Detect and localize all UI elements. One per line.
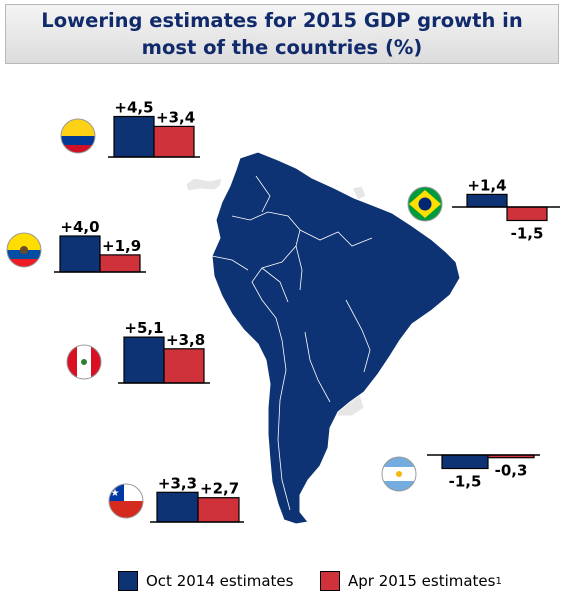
bar-chart-argentina: -1,5 -0,3 bbox=[427, 454, 540, 491]
legend-footnote-marker: 1 bbox=[495, 575, 502, 587]
data-label-argentina-apr: -0,3 bbox=[495, 462, 528, 480]
bar-argentina-oct bbox=[441, 454, 489, 470]
legend-swatch-apr bbox=[320, 571, 340, 591]
bar-ecuador-apr bbox=[99, 254, 141, 273]
data-label-peru-oct: +5,1 bbox=[124, 319, 163, 337]
legend-swatch-oct bbox=[118, 571, 138, 591]
bar-chart-chile: +3,3 +2,7 bbox=[150, 474, 244, 523]
data-label-ecuador-apr: +1,9 bbox=[102, 237, 141, 255]
legend-label-oct: Oct 2014 estimates bbox=[146, 572, 294, 590]
map-south-america bbox=[211, 151, 461, 525]
bar-chart-peru: +5,1+3,8 bbox=[118, 319, 210, 384]
bar-brazil-oct bbox=[466, 193, 508, 208]
bar-chile-oct bbox=[156, 491, 199, 523]
title-banner: Lowering estimates for 2015 GDP growth i… bbox=[5, 4, 559, 64]
chile-flag: ★ bbox=[108, 483, 144, 519]
data-label-argentina-oct: -1,5 bbox=[449, 473, 482, 491]
data-label-colombia-apr: +3,4 bbox=[156, 108, 195, 126]
bar-chart-colombia: +4,5+3,4 bbox=[108, 99, 200, 158]
bar-chile-apr bbox=[197, 497, 240, 523]
legend-label-apr: Apr 2015 estimates bbox=[348, 572, 496, 590]
legend-item-oct: Oct 2014 estimates bbox=[118, 571, 293, 591]
argentina-flag bbox=[381, 456, 417, 492]
peru-flag bbox=[66, 344, 102, 380]
ecuador-flag bbox=[6, 232, 42, 268]
data-label-colombia-oct: +4,5 bbox=[114, 99, 153, 117]
brazil-flag bbox=[407, 186, 443, 222]
data-label-ecuador-oct: +4,0 bbox=[60, 218, 99, 236]
bar-brazil-apr bbox=[506, 206, 548, 222]
colombia-flag bbox=[60, 118, 96, 154]
bar-ecuador-oct bbox=[59, 235, 101, 273]
data-label-brazil-apr: -1,5 bbox=[511, 225, 544, 243]
data-label-chile-apr: +2,7 bbox=[200, 480, 239, 498]
bar-peru-apr bbox=[163, 348, 205, 384]
bar-chart-ecuador: +4,0+1,9 bbox=[54, 218, 146, 273]
bar-colombia-oct bbox=[113, 115, 155, 158]
data-label-brazil-oct: +1,4 bbox=[467, 176, 506, 194]
legend-item-apr: Apr 2015 estimates 1 bbox=[320, 571, 502, 591]
bar-colombia-apr bbox=[153, 125, 195, 158]
svg-text:★: ★ bbox=[111, 488, 120, 499]
data-label-chile-oct: +3,3 bbox=[158, 474, 197, 492]
bar-peru-oct bbox=[123, 336, 165, 384]
chart-title: Lowering estimates for 2015 GDP growth i… bbox=[41, 9, 523, 59]
map-borders bbox=[211, 175, 373, 511]
data-label-peru-apr: +3,8 bbox=[166, 331, 205, 349]
bar-chart-brazil: +1,4 -1,5 bbox=[452, 176, 560, 243]
